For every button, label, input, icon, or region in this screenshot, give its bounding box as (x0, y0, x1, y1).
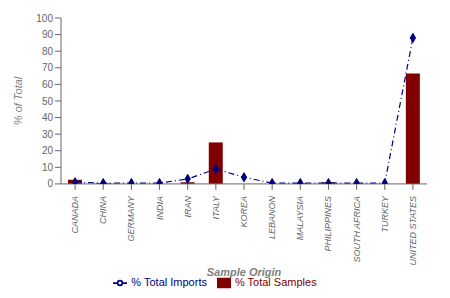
svg-text:CANADA: CANADA (70, 196, 80, 234)
svg-text:0: 0 (47, 178, 53, 189)
svg-text:IRAN: IRAN (183, 195, 193, 217)
svg-text:GERMANY: GERMANY (126, 195, 136, 242)
svg-text:SOUTH AFRICA: SOUTH AFRICA (352, 196, 362, 263)
html-text:% Total Imports: % Total Imports (131, 275, 207, 288)
svg-text:20: 20 (42, 145, 54, 156)
svg-text:MALAYSIA: MALAYSIA (295, 196, 305, 240)
svg-text:50: 50 (42, 96, 54, 107)
svg-text:LEBANON: LEBANON (267, 195, 277, 239)
svg-text:40: 40 (42, 112, 54, 123)
svg-text:ITALY: ITALY (211, 195, 221, 220)
svg-text:UNITED STATES: UNITED STATES (408, 196, 418, 266)
svg-text:10: 10 (42, 162, 54, 173)
svg-text:60: 60 (42, 79, 54, 90)
svg-text:% of Total: % of Total (12, 76, 24, 125)
svg-text:KOREA: KOREA (239, 196, 249, 228)
svg-text:90: 90 (42, 29, 54, 40)
svg-text:100: 100 (36, 13, 53, 24)
svg-text:INDIA: INDIA (155, 196, 165, 220)
svg-text:70: 70 (42, 62, 54, 73)
svg-text:30: 30 (42, 129, 54, 140)
svg-text:CHINA: CHINA (98, 196, 108, 224)
svg-text:PHILIPPINES: PHILIPPINES (323, 196, 333, 252)
svg-text:Sample Origin: Sample Origin (207, 266, 282, 278)
svg-text:TURKEY: TURKEY (380, 195, 390, 233)
html-text:% Total Samples: % Total Samples (234, 275, 317, 288)
svg-text:80: 80 (42, 46, 54, 57)
